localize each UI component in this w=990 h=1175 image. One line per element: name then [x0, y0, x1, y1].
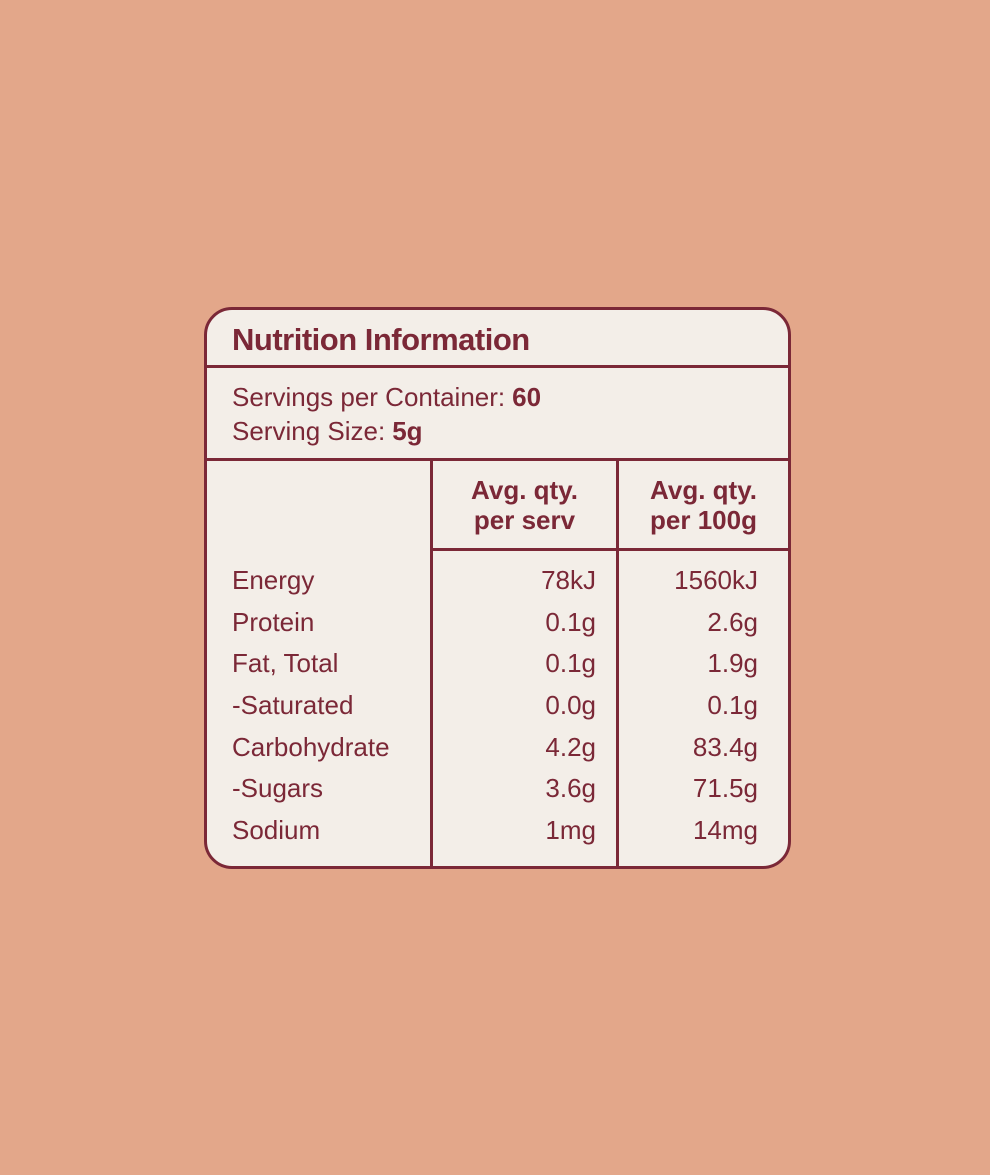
column-header-per-100g: Avg. qty. per 100g — [619, 461, 788, 551]
column-per-100g: Avg. qty. per 100g 1560kJ 2.6g 1.9g 0.1g… — [616, 461, 788, 866]
servings-per-container-value: 60 — [512, 382, 542, 412]
per-serv-value: 0.1g — [545, 606, 596, 637]
column-header-empty — [207, 461, 430, 551]
per-100g-value: 1560kJ — [674, 565, 758, 596]
nutrient-label: Carbohydrate — [232, 731, 390, 762]
per-serv-value-cells: 78kJ 0.1g 0.1g 0.0g 4.2g 3.6g 1mg — [433, 551, 616, 851]
nutrient-label: Sodium — [232, 814, 321, 845]
serving-size-label: Serving Size: — [232, 416, 386, 446]
per-serv-value: 3.6g — [545, 773, 596, 804]
per-serv-header-line2: per serv — [473, 504, 576, 535]
column-header-per-serv: Avg. qty. per serv — [433, 461, 616, 551]
nutrient-label: Energy — [232, 565, 315, 596]
per-serv-value: 78kJ — [541, 565, 596, 596]
per-100g-header-line2: per 100g — [650, 504, 757, 535]
per-100g-value: 71.5g — [692, 773, 758, 804]
nutrient-label-cells: Energy Protein Fat, Total -Saturated Car… — [207, 551, 430, 851]
per-100g-header-line1: Avg. qty. — [650, 474, 757, 505]
nutrition-panel: Nutrition Information Servings per Conta… — [204, 307, 791, 869]
serving-size-value: 5g — [392, 416, 423, 446]
per-100g-value: 1.9g — [707, 648, 758, 679]
panel-title: Nutrition Information — [232, 321, 530, 357]
per-100g-value-cells: 1560kJ 2.6g 1.9g 0.1g 83.4g 71.5g 14mg — [619, 551, 788, 851]
per-serv-value: 4.2g — [545, 731, 596, 762]
per-serv-value: 0.0g — [545, 690, 596, 721]
column-nutrient-labels: Energy Protein Fat, Total -Saturated Car… — [207, 461, 430, 866]
nutrition-table: Energy Protein Fat, Total -Saturated Car… — [207, 461, 788, 866]
per-serv-header-line1: Avg. qty. — [471, 474, 578, 505]
per-100g-value: 14mg — [692, 814, 758, 845]
nutrient-label: -Saturated — [232, 690, 354, 721]
nutrition-panel-header: Nutrition Information — [207, 310, 788, 368]
servings-per-container-line: Servings per Container: 60 — [232, 380, 763, 414]
per-100g-value: 83.4g — [692, 731, 758, 762]
serving-size-line: Serving Size: 5g — [232, 414, 763, 448]
per-100g-value: 0.1g — [707, 690, 758, 721]
nutrient-label: -Sugars — [232, 773, 324, 804]
nutrient-label: Protein — [232, 606, 315, 637]
nutrient-label: Fat, Total — [232, 648, 339, 679]
servings-per-container-label: Servings per Container: — [232, 382, 506, 412]
servings-section: Servings per Container: 60 Serving Size: 5… — [207, 368, 788, 461]
per-serv-value: 0.1g — [545, 648, 596, 679]
per-serv-value: 1mg — [545, 814, 596, 845]
per-100g-value: 2.6g — [707, 606, 758, 637]
column-per-serv: Avg. qty. per serv 78kJ 0.1g 0.1g 0.0g 4… — [430, 461, 616, 866]
